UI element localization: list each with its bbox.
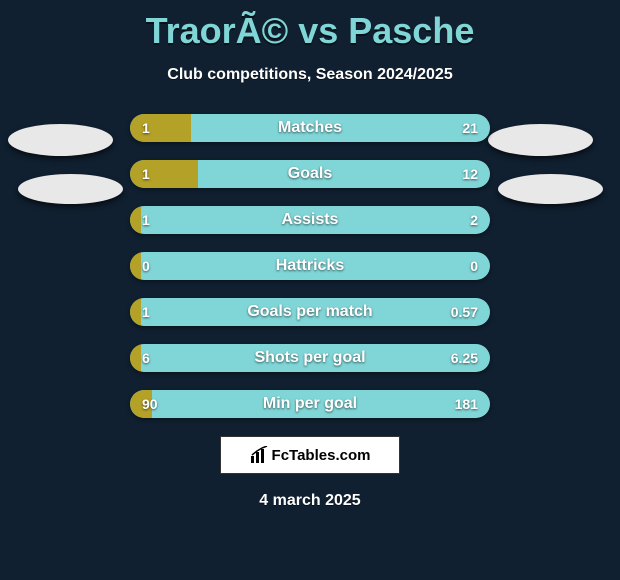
stat-row: 1Assists2 xyxy=(130,206,490,234)
stat-label: Hattricks xyxy=(130,252,490,280)
chart-icon xyxy=(250,446,270,464)
stat-row: 1Matches21 xyxy=(130,114,490,142)
stat-row: 1Goals per match0.57 xyxy=(130,298,490,326)
stat-right-value: 0 xyxy=(470,252,478,280)
oval-right-2 xyxy=(498,174,603,204)
stat-right-value: 2 xyxy=(470,206,478,234)
stat-label: Min per goal xyxy=(130,390,490,418)
stat-right-value: 6.25 xyxy=(451,344,478,372)
logo-text: FcTables.com xyxy=(272,447,371,464)
stat-bars: 1Matches21 1Goals12 1Assists2 0Hattricks0 1G… xyxy=(130,114,490,418)
footer-date: 4 march 2025 xyxy=(0,492,620,510)
stat-row: 90Min per goal181 xyxy=(130,390,490,418)
stat-row: 6Shots per goal6.25 xyxy=(130,344,490,372)
stat-label: Matches xyxy=(130,114,490,142)
stat-label: Goals per match xyxy=(130,298,490,326)
stat-right-value: 12 xyxy=(462,160,478,188)
stat-row: 0Hattricks0 xyxy=(130,252,490,280)
stat-right-value: 0.57 xyxy=(451,298,478,326)
oval-right-1 xyxy=(488,124,593,156)
stat-label: Shots per goal xyxy=(130,344,490,372)
stat-label: Goals xyxy=(130,160,490,188)
stat-row: 1Goals12 xyxy=(130,160,490,188)
oval-left-2 xyxy=(18,174,123,204)
oval-left-1 xyxy=(8,124,113,156)
fctables-logo: FcTables.com xyxy=(220,436,400,474)
stat-right-value: 21 xyxy=(462,114,478,142)
stat-right-value: 181 xyxy=(455,390,478,418)
comparison-stage: 1Matches21 1Goals12 1Assists2 0Hattricks0 1G… xyxy=(0,114,620,418)
stat-label: Assists xyxy=(130,206,490,234)
page-title: TraorÃ© vs Pasche xyxy=(0,0,620,52)
subtitle: Club competitions, Season 2024/2025 xyxy=(0,66,620,84)
